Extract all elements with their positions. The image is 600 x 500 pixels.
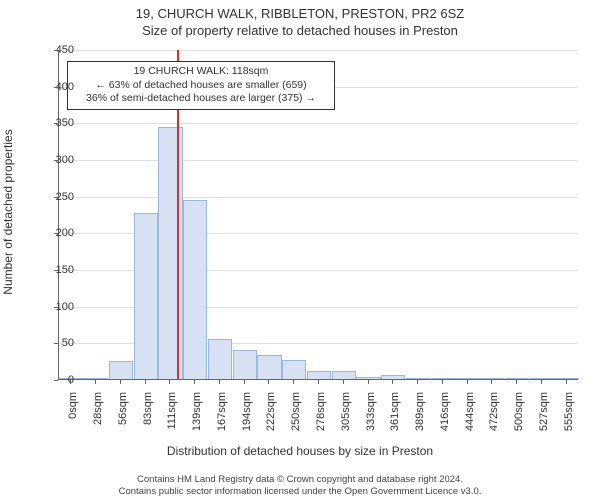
annotation-line: ← 63% of detached houses are smaller (65… — [74, 79, 328, 93]
x-tick-mark — [120, 380, 121, 384]
x-tick-mark — [343, 380, 344, 384]
y-axis-label: Number of detached properties — [1, 129, 15, 294]
page-title-line1: 19, CHURCH WALK, RIBBLETON, PRESTON, PR2… — [0, 6, 600, 23]
histogram-bar — [381, 375, 405, 379]
y-tick-mark — [54, 197, 58, 198]
x-tick-mark — [70, 380, 71, 384]
gridline-h — [59, 50, 578, 51]
y-tick-mark — [54, 380, 58, 381]
y-tick-mark — [54, 87, 58, 88]
annotation-line: 19 CHURCH WALK: 118sqm — [74, 65, 328, 79]
histogram-bar — [109, 361, 133, 379]
histogram-bar — [431, 378, 455, 379]
x-tick-mark — [219, 380, 220, 384]
x-tick-label: 250sqm — [290, 392, 302, 442]
gridline-h — [59, 197, 578, 198]
histogram-bar — [233, 350, 257, 379]
x-tick-label: 111sqm — [166, 392, 178, 442]
histogram-bar — [282, 360, 306, 379]
histogram-bar — [257, 355, 281, 379]
page-title-line2: Size of property relative to detached ho… — [0, 23, 600, 40]
histogram-bar — [356, 377, 380, 379]
histogram-bar — [134, 213, 158, 379]
histogram-bar — [455, 378, 479, 379]
x-tick-label: 333sqm — [365, 392, 377, 442]
y-tick-mark — [54, 343, 58, 344]
x-tick-mark — [442, 380, 443, 384]
annotation-line: 36% of semi-detached houses are larger (… — [74, 92, 328, 106]
x-tick-mark — [293, 380, 294, 384]
y-tick-mark — [54, 50, 58, 51]
annotation-box: 19 CHURCH WALK: 118sqm← 63% of detached … — [67, 61, 335, 110]
x-tick-label: 444sqm — [464, 392, 476, 442]
x-tick-label: 167sqm — [216, 392, 228, 442]
x-tick-mark — [368, 380, 369, 384]
histogram-bar — [480, 378, 504, 379]
x-tick-label: 527sqm — [538, 392, 550, 442]
plot-area: 19 CHURCH WALK: 118sqm← 63% of detached … — [58, 50, 578, 380]
x-tick-mark — [244, 380, 245, 384]
y-tick-mark — [54, 123, 58, 124]
gridline-h — [59, 160, 578, 161]
x-tick-label: 139sqm — [191, 392, 203, 442]
x-tick-mark — [541, 380, 542, 384]
x-tick-label: 389sqm — [414, 392, 426, 442]
histogram-bar — [208, 339, 232, 379]
x-tick-label: 28sqm — [92, 392, 104, 442]
x-tick-mark — [392, 380, 393, 384]
x-tick-mark — [268, 380, 269, 384]
histogram-bar — [332, 371, 356, 379]
x-tick-label: 361sqm — [389, 392, 401, 442]
y-tick-mark — [54, 233, 58, 234]
histogram-bar — [183, 200, 207, 379]
x-tick-label: 555sqm — [563, 392, 575, 442]
footer-attribution: Contains HM Land Registry data © Crown c… — [0, 474, 600, 498]
footer-line1: Contains HM Land Registry data © Crown c… — [0, 474, 600, 486]
histogram-bar — [530, 378, 554, 379]
chart-container: Number of detached properties 19 CHURCH … — [0, 42, 600, 442]
x-axis-label: Distribution of detached houses by size … — [0, 444, 600, 458]
y-tick-mark — [54, 160, 58, 161]
x-tick-label: 416sqm — [439, 392, 451, 442]
x-tick-mark — [566, 380, 567, 384]
x-tick-label: 0sqm — [67, 392, 79, 442]
gridline-h — [59, 123, 578, 124]
x-tick-label: 83sqm — [142, 392, 154, 442]
histogram-bar — [505, 378, 529, 379]
x-tick-mark — [318, 380, 319, 384]
x-tick-mark — [145, 380, 146, 384]
footer-line2: Contains public sector information licen… — [0, 486, 600, 498]
x-tick-mark — [95, 380, 96, 384]
x-tick-mark — [491, 380, 492, 384]
histogram-bar — [554, 378, 578, 379]
y-tick-mark — [54, 307, 58, 308]
x-tick-mark — [194, 380, 195, 384]
x-tick-label: 222sqm — [265, 392, 277, 442]
x-tick-mark — [467, 380, 468, 384]
x-tick-label: 194sqm — [241, 392, 253, 442]
x-tick-label: 305sqm — [340, 392, 352, 442]
histogram-bar — [158, 127, 182, 379]
x-tick-mark — [417, 380, 418, 384]
x-tick-label: 56sqm — [117, 392, 129, 442]
histogram-bar — [406, 378, 430, 379]
y-tick-mark — [54, 270, 58, 271]
x-tick-mark — [169, 380, 170, 384]
histogram-bar — [307, 371, 331, 379]
histogram-bar — [84, 378, 108, 379]
x-tick-mark — [516, 380, 517, 384]
x-tick-label: 278sqm — [315, 392, 327, 442]
x-tick-label: 472sqm — [488, 392, 500, 442]
x-tick-label: 500sqm — [513, 392, 525, 442]
